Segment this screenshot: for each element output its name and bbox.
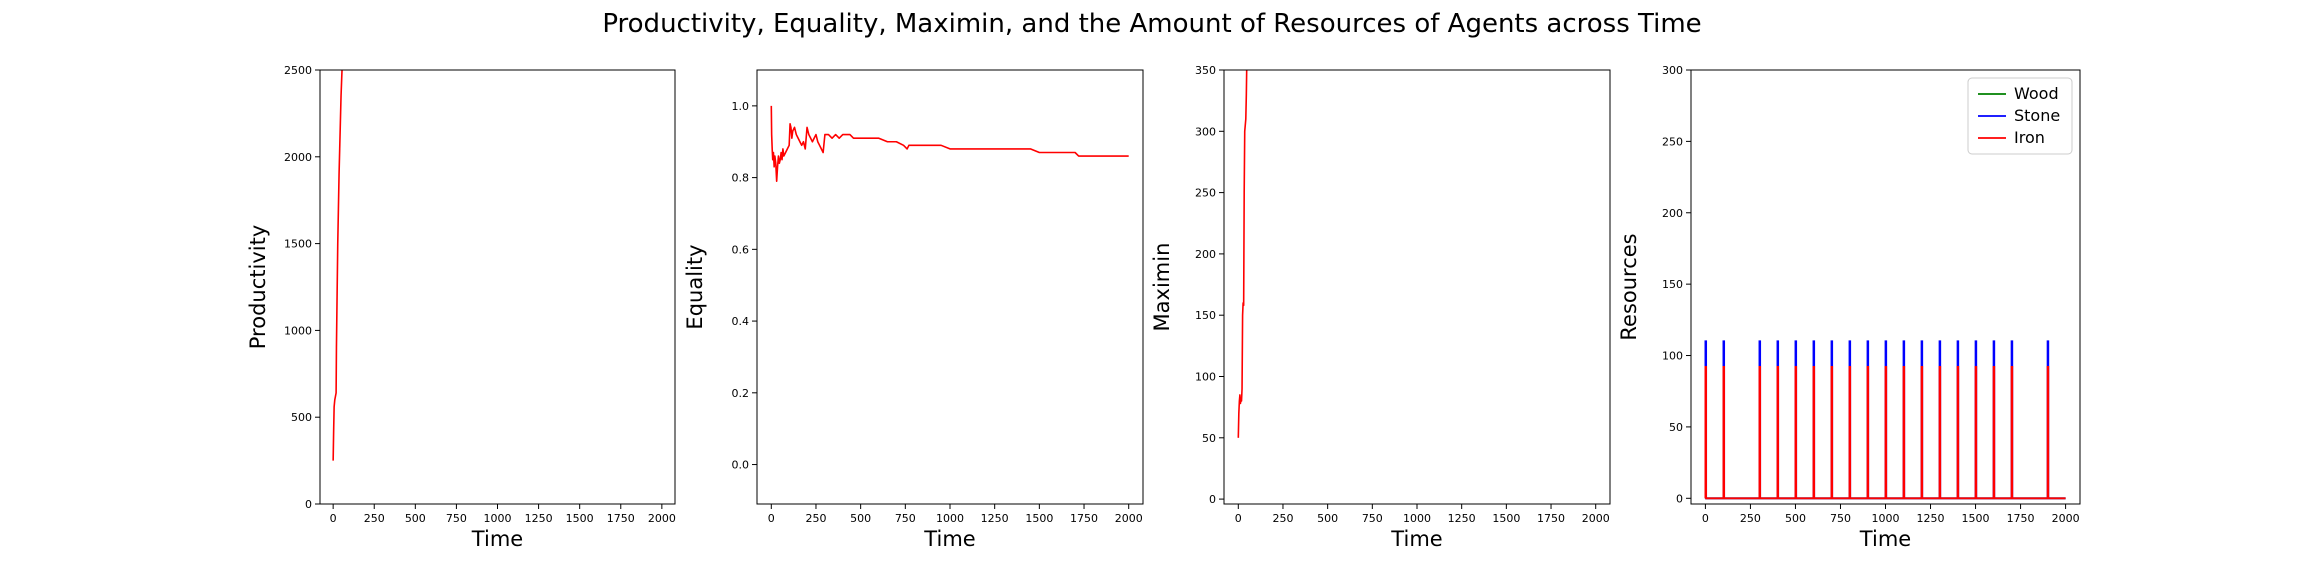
- y-tick-label: 0.2: [732, 387, 750, 400]
- series-line-0: [332, 70, 343, 461]
- y-tick-label: 50: [1669, 421, 1683, 434]
- y-tick-label: 2500: [284, 64, 312, 77]
- x-tick-label: 1750: [1070, 512, 1098, 525]
- legend-label-stone: Stone: [2014, 106, 2060, 125]
- x-tick-label: 1750: [2007, 512, 2035, 525]
- legend-label-iron: Iron: [2014, 128, 2045, 147]
- x-tick-label: 1750: [607, 512, 635, 525]
- x-tick-label: 2000: [1582, 512, 1610, 525]
- y-tick-label: 100: [1195, 370, 1216, 383]
- y-axis-label: Productivity: [246, 225, 270, 350]
- x-tick-label: 500: [1785, 512, 1806, 525]
- x-tick-label: 1750: [1537, 512, 1565, 525]
- y-tick-label: 2000: [284, 151, 312, 164]
- x-tick-label: 250: [1740, 512, 1761, 525]
- equality-plot: 0 250 500 750 1000 1250 1500 1750 2000 0.0 0.2 0.4 0…: [683, 69, 1144, 551]
- x-tick-label: 1000: [936, 512, 964, 525]
- series-group: [332, 70, 343, 461]
- x-tick-label: 0: [1235, 512, 1242, 525]
- x-tick-label: 0: [1702, 512, 1709, 525]
- y-tick-label: 0.6: [732, 243, 750, 256]
- productivity-plot: 0 250 500 750 1000 1250 1500 1750 2000 0 500 1000 15…: [246, 64, 676, 551]
- x-tick-label: 1250: [981, 512, 1009, 525]
- x-tick-label: 750: [895, 512, 916, 525]
- y-tick-label: 0: [305, 498, 312, 511]
- y-tick-label: 1000: [284, 324, 312, 337]
- y-tick-label: 1500: [284, 238, 312, 251]
- y-tick-label: 200: [1662, 207, 1683, 220]
- x-tick-label: 250: [364, 512, 385, 525]
- legend-box: [1967, 77, 2073, 155]
- y-tick-label: 50: [1202, 432, 1216, 445]
- x-tick-label: 1500: [1492, 512, 1520, 525]
- x-tick-label: 500: [850, 512, 871, 525]
- y-tick-label: 300: [1662, 64, 1683, 77]
- resources-plot: 0 250 500 750 1000 1250 1500 1750 2000 0 50 100 150 2…: [1617, 64, 2081, 551]
- x-axis-label: Time: [471, 527, 523, 551]
- series-group: [770, 105, 1129, 182]
- series-group: [1704, 340, 2066, 500]
- series-line-0: [1237, 70, 1248, 438]
- x-tick-label: 1000: [1872, 512, 1900, 525]
- x-tick-label: 750: [446, 512, 467, 525]
- x-tick-label: 2000: [1115, 512, 1143, 525]
- x-axis-label: Time: [923, 527, 975, 551]
- y-tick-label: 0.0: [732, 459, 750, 472]
- x-tick-label: 1250: [1917, 512, 1945, 525]
- y-tick-label: 1.0: [732, 100, 750, 113]
- x-tick-label: 1500: [1962, 512, 1990, 525]
- y-tick-label: 350: [1195, 64, 1216, 77]
- y-tick-label: 0.8: [732, 172, 750, 185]
- x-tick-label: 0: [768, 512, 775, 525]
- x-axis-label: Time: [1390, 527, 1442, 551]
- plot-area: [1224, 70, 1610, 504]
- y-tick-label: 150: [1662, 278, 1683, 291]
- y-tick-label: 100: [1662, 350, 1683, 363]
- x-tick-label: 250: [1272, 512, 1293, 525]
- x-tick-label: 500: [405, 512, 426, 525]
- maximin-plot: 0 250 500 750 1000 1250 1500 1750 2000 0 50 100 150 2…: [1150, 64, 1611, 551]
- x-tick-label: 750: [1362, 512, 1383, 525]
- x-tick-label: 1000: [1403, 512, 1431, 525]
- y-tick-label: 500: [291, 411, 312, 424]
- x-tick-label: 750: [1830, 512, 1851, 525]
- y-tick-label: 200: [1195, 248, 1216, 261]
- y-tick-label: 250: [1195, 187, 1216, 200]
- x-tick-label: 2000: [648, 512, 676, 525]
- y-tick-label: 300: [1195, 125, 1216, 138]
- y-axis-label: Resources: [1617, 233, 1641, 340]
- y-axis-label: Equality: [683, 244, 707, 329]
- x-axis-label: Time: [1859, 527, 1911, 551]
- figure-title: Productivity, Equality, Maximin, and the…: [602, 9, 1701, 39]
- plot-area: [320, 70, 675, 504]
- x-tick-label: 500: [1317, 512, 1338, 525]
- x-tick-label: 0: [330, 512, 337, 525]
- y-tick-label: 0.4: [732, 315, 750, 328]
- y-tick-label: 0: [1676, 492, 1683, 505]
- series-line-iron: [1704, 366, 2066, 500]
- y-tick-label: 150: [1195, 309, 1216, 322]
- x-tick-label: 1250: [1448, 512, 1476, 525]
- legend: Wood Stone Iron: [1967, 77, 2073, 155]
- x-tick-label: 1500: [566, 512, 594, 525]
- plot-area: [757, 70, 1143, 504]
- x-tick-label: 1250: [525, 512, 553, 525]
- y-tick-label: 0: [1209, 493, 1216, 506]
- x-tick-label: 2000: [2052, 512, 2080, 525]
- y-tick-label: 250: [1662, 135, 1683, 148]
- series-line-0: [770, 105, 1129, 182]
- legend-label-wood: Wood: [2014, 84, 2059, 103]
- series-group: [1237, 70, 1248, 438]
- y-axis-label: Maximin: [1150, 243, 1174, 332]
- x-tick-label: 1000: [484, 512, 512, 525]
- x-tick-label: 250: [805, 512, 826, 525]
- x-tick-label: 1500: [1025, 512, 1053, 525]
